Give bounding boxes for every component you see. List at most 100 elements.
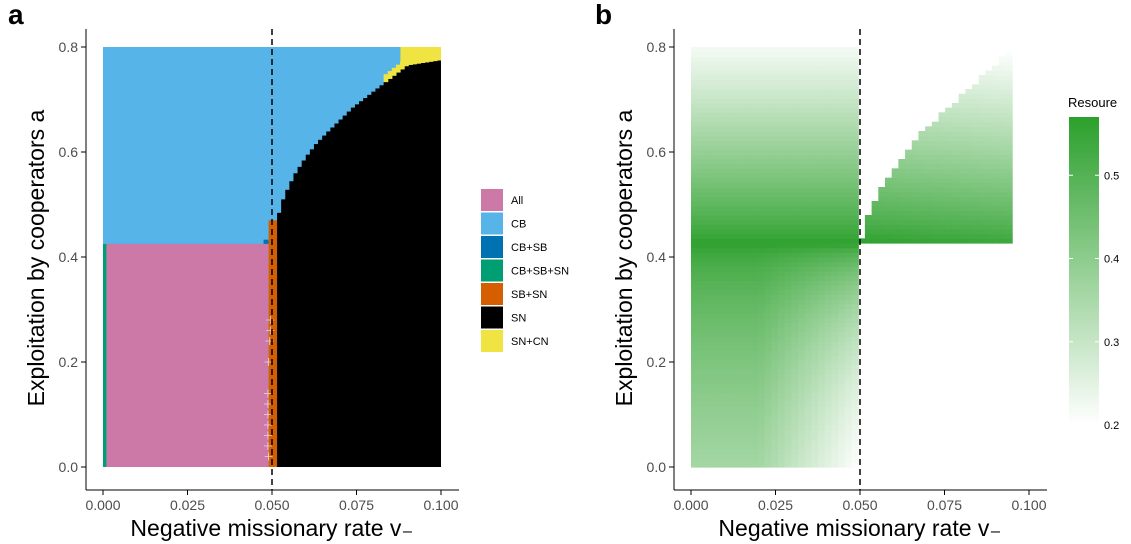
heat-cell bbox=[958, 140, 966, 146]
heat-cell bbox=[958, 145, 966, 151]
heat-cell bbox=[757, 429, 766, 435]
heat-cell bbox=[744, 98, 752, 104]
heat-cell bbox=[992, 98, 1000, 104]
heat-cell bbox=[757, 65, 766, 71]
heat-cell bbox=[798, 98, 806, 104]
heat-cell bbox=[791, 219, 799, 225]
region-sn-column bbox=[359, 101, 364, 467]
heat-cell bbox=[818, 117, 826, 123]
heat-cell bbox=[751, 415, 759, 421]
heat-cell bbox=[824, 131, 833, 137]
heat-cell bbox=[965, 126, 973, 132]
heat-cell bbox=[798, 117, 806, 123]
heat-cell bbox=[777, 159, 786, 165]
heat-cell bbox=[938, 215, 946, 221]
heat-cell bbox=[751, 303, 759, 309]
heat-cell bbox=[724, 243, 732, 249]
heat-cell bbox=[804, 112, 813, 118]
heat-cell bbox=[884, 201, 893, 207]
heat-cell bbox=[811, 285, 819, 291]
heat-cell bbox=[918, 219, 926, 225]
heat-cell bbox=[777, 322, 786, 328]
heat-cell bbox=[697, 331, 705, 337]
heat-cell bbox=[777, 336, 786, 342]
heat-cell bbox=[771, 369, 779, 375]
heat-cell bbox=[804, 229, 813, 235]
heat-cell bbox=[831, 411, 839, 417]
heat-cell bbox=[777, 201, 786, 207]
heat-cell bbox=[724, 406, 732, 412]
heat-cell bbox=[751, 154, 759, 160]
heat-cell bbox=[985, 210, 993, 216]
heat-cell bbox=[711, 392, 719, 398]
heat-cell bbox=[764, 159, 772, 165]
heat-cell bbox=[818, 65, 826, 71]
cross-mark bbox=[263, 421, 272, 429]
heat-cell bbox=[764, 336, 772, 342]
heat-cell bbox=[838, 294, 846, 300]
heat-cell bbox=[831, 182, 839, 188]
heat-cell bbox=[691, 159, 699, 165]
panel-b-y-tick-label: 0.0 bbox=[647, 459, 667, 475]
heat-cell bbox=[744, 56, 752, 62]
heat-cell bbox=[971, 93, 980, 99]
heat-cell bbox=[978, 201, 986, 207]
heat-cell bbox=[971, 182, 980, 188]
heat-cell bbox=[998, 56, 1007, 62]
heat-cell bbox=[911, 201, 920, 207]
heat-cell bbox=[798, 271, 806, 277]
heat-cell bbox=[791, 415, 799, 421]
heat-cell bbox=[824, 182, 833, 188]
heat-cell bbox=[838, 285, 846, 291]
heat-cell bbox=[777, 261, 786, 267]
heat-cell bbox=[824, 275, 833, 281]
heat-cell bbox=[978, 107, 986, 113]
heat-cell bbox=[784, 341, 792, 347]
heat-cell bbox=[931, 215, 940, 221]
region-sn-column bbox=[416, 63, 422, 467]
heat-cell bbox=[844, 257, 853, 263]
heat-cell bbox=[844, 79, 853, 85]
heat-cell bbox=[891, 182, 899, 188]
heat-cell bbox=[931, 126, 940, 132]
heat-cell bbox=[851, 191, 859, 197]
heat-cell bbox=[737, 93, 746, 99]
heat-cell bbox=[985, 70, 993, 76]
heat-cell bbox=[751, 201, 759, 207]
heat-cell bbox=[911, 182, 920, 188]
heat-cell bbox=[731, 383, 739, 389]
region-sn-column bbox=[383, 82, 389, 468]
heat-cell bbox=[791, 294, 799, 300]
heat-cell bbox=[824, 369, 833, 375]
heat-cell bbox=[764, 280, 772, 286]
heat-cell bbox=[818, 93, 826, 99]
heat-cell bbox=[831, 373, 839, 379]
heat-cell bbox=[704, 313, 712, 319]
heat-cell bbox=[744, 233, 752, 239]
heat-cell bbox=[811, 177, 819, 183]
heat-cell bbox=[918, 145, 926, 151]
heat-cell bbox=[811, 61, 819, 67]
heat-cell bbox=[992, 233, 1000, 239]
heat-cell bbox=[697, 196, 705, 202]
heat-cell bbox=[971, 177, 980, 183]
heat-cell bbox=[777, 140, 786, 146]
heat-cell bbox=[898, 163, 906, 169]
heat-cell bbox=[711, 280, 719, 286]
heat-cell bbox=[791, 51, 799, 57]
heat-cell bbox=[931, 149, 940, 155]
heat-cell bbox=[824, 364, 833, 370]
heat-cell bbox=[938, 177, 946, 183]
heat-cell bbox=[731, 392, 739, 398]
heat-cell bbox=[798, 112, 806, 118]
heat-cell bbox=[744, 140, 752, 146]
heat-cell bbox=[844, 378, 853, 384]
heat-cell bbox=[851, 257, 859, 263]
heat-cell bbox=[757, 359, 766, 365]
panel-a-crosshatch-marks bbox=[263, 316, 275, 461]
region-sn-column bbox=[428, 61, 434, 468]
heat-cell bbox=[751, 145, 759, 151]
heat-cell bbox=[764, 397, 772, 403]
heat-cell bbox=[764, 252, 772, 258]
heat-cell bbox=[697, 247, 705, 253]
